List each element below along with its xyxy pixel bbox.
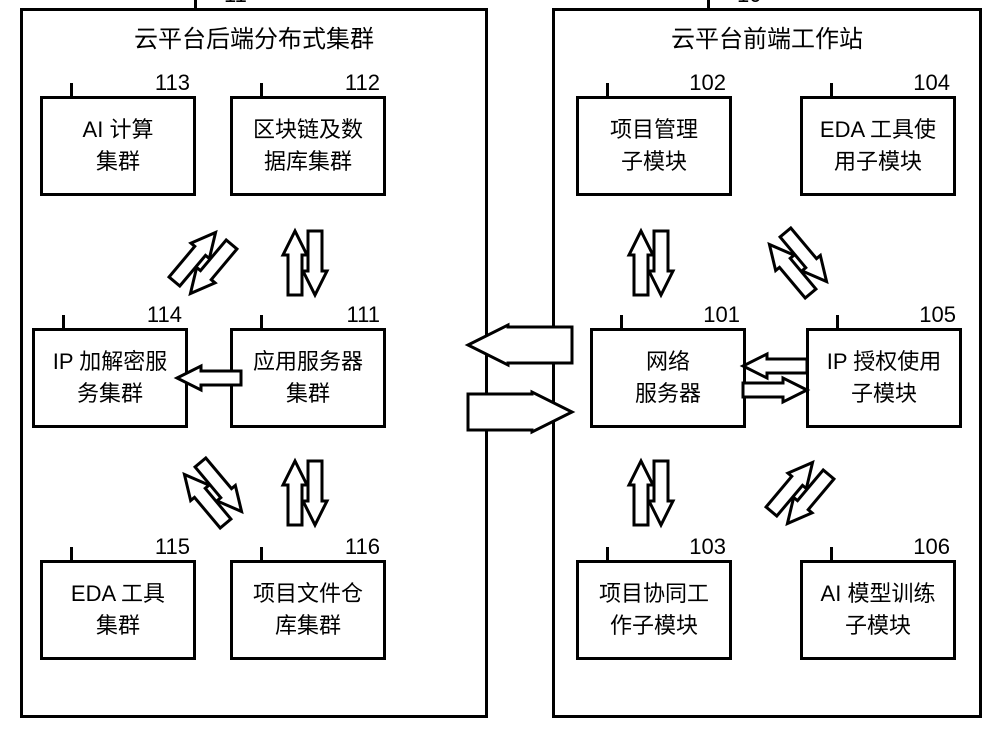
- node-text: EDA 工具使: [803, 114, 953, 146]
- arrow-pair: [731, 375, 819, 405]
- flag-bracket: [830, 83, 858, 99]
- arrow-pair: [280, 219, 310, 307]
- flag-bracket: [62, 315, 90, 331]
- node-text: 服务器: [593, 378, 743, 410]
- flag-bracket: [70, 83, 98, 99]
- node-text: 集群: [43, 146, 193, 178]
- node-id: 114: [92, 302, 182, 328]
- node-text: 子模块: [803, 610, 953, 642]
- node-b106: AI 模型训练子模块: [800, 560, 956, 660]
- node-b112: 区块链及数据库集群: [230, 96, 386, 196]
- node-id: 115: [100, 534, 190, 560]
- flag-bracket: [836, 315, 864, 331]
- node-text: IP 加解密服: [35, 346, 185, 378]
- node-text: EDA 工具: [43, 578, 193, 610]
- node-b111: 应用服务器集群: [230, 328, 386, 428]
- node-text: 项目管理: [579, 114, 729, 146]
- node-text: 作子模块: [579, 610, 729, 642]
- flag-bracket: [260, 83, 288, 99]
- panel-id: 10: [737, 0, 761, 8]
- flag-bracket: [70, 547, 98, 563]
- node-text: 子模块: [579, 146, 729, 178]
- node-b102: 项目管理子模块: [576, 96, 732, 196]
- node-b116: 项目文件仓库集群: [230, 560, 386, 660]
- flag-bracket: [606, 547, 634, 563]
- node-b103: 项目协同工作子模块: [576, 560, 732, 660]
- flag-bracket: [606, 83, 634, 99]
- node-text: 项目协同工: [579, 578, 729, 610]
- panel-title: 云平台后端分布式集群: [23, 11, 485, 54]
- flag-bracket: [260, 315, 288, 331]
- node-id: 103: [636, 534, 726, 560]
- node-id: 104: [860, 70, 950, 96]
- node-text: 项目文件仓: [233, 578, 383, 610]
- panel-id: 11: [224, 0, 247, 8]
- node-text: 网络: [593, 346, 743, 378]
- node-b115: EDA 工具集群: [40, 560, 196, 660]
- flag-bracket: [620, 315, 648, 331]
- node-text: 据库集群: [233, 146, 383, 178]
- node-b101: 网络服务器: [590, 328, 746, 428]
- node-text: 子模块: [809, 378, 959, 410]
- flag-bracket: [830, 547, 858, 563]
- node-text: 集群: [43, 610, 193, 642]
- node-text: 区块链及数: [233, 114, 383, 146]
- node-text: 集群: [233, 378, 383, 410]
- node-b104: EDA 工具使用子模块: [800, 96, 956, 196]
- node-text: AI 模型训练: [803, 578, 953, 610]
- node-id: 113: [100, 70, 190, 96]
- node-id: 116: [290, 534, 380, 560]
- node-text: 用子模块: [803, 146, 953, 178]
- arrow-pair: [280, 449, 310, 537]
- node-text: 应用服务器: [233, 346, 383, 378]
- node-id: 105: [866, 302, 956, 328]
- node-text: AI 计算: [43, 114, 193, 146]
- flag-bracket: [707, 0, 735, 11]
- arrow-pair: [626, 219, 656, 307]
- node-id: 112: [290, 70, 380, 96]
- flag-bracket: [260, 547, 288, 563]
- node-id: 106: [860, 534, 950, 560]
- panel-title: 云平台前端工作站: [555, 11, 979, 54]
- node-id: 102: [636, 70, 726, 96]
- arrow-big: [448, 389, 592, 435]
- arrow-single: [165, 363, 253, 393]
- node-b113: AI 计算集群: [40, 96, 196, 196]
- node-text: IP 授权使用: [809, 346, 959, 378]
- node-b105: IP 授权使用子模块: [806, 328, 962, 428]
- node-text: 务集群: [35, 378, 185, 410]
- diagram-canvas: { "canvas": { "w": 1000, "h": 731 }, "pa…: [0, 0, 1000, 731]
- arrow-big: [448, 322, 592, 368]
- arrow-pair: [626, 449, 656, 537]
- node-text: 库集群: [233, 610, 383, 642]
- flag-bracket: [194, 0, 222, 11]
